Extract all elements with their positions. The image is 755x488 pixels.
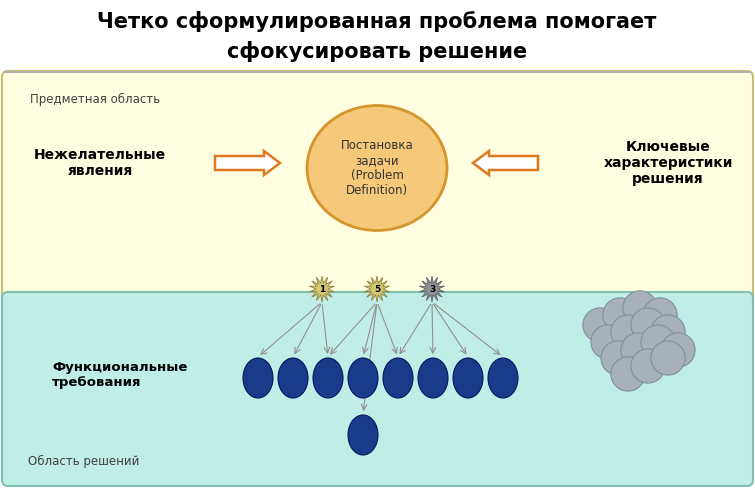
Text: Предметная область: Предметная область <box>30 93 160 106</box>
Ellipse shape <box>418 358 448 398</box>
Ellipse shape <box>651 315 685 349</box>
Ellipse shape <box>611 357 645 391</box>
Polygon shape <box>310 276 334 302</box>
Text: Область решений: Область решений <box>28 455 140 468</box>
Polygon shape <box>419 276 445 302</box>
FancyArrow shape <box>215 151 280 175</box>
Ellipse shape <box>601 341 635 375</box>
Ellipse shape <box>623 291 657 325</box>
Ellipse shape <box>383 358 413 398</box>
Ellipse shape <box>661 333 695 367</box>
Text: 1: 1 <box>319 285 325 293</box>
Ellipse shape <box>278 358 308 398</box>
Ellipse shape <box>453 358 483 398</box>
Ellipse shape <box>643 298 677 332</box>
Text: 3: 3 <box>429 285 435 293</box>
Text: Функциональные
требования: Функциональные требования <box>52 361 187 389</box>
Ellipse shape <box>641 325 675 359</box>
Polygon shape <box>365 276 390 302</box>
Ellipse shape <box>631 308 665 342</box>
Text: Постановка
задачи
(Problem
Definition): Постановка задачи (Problem Definition) <box>341 139 414 197</box>
FancyBboxPatch shape <box>2 292 753 486</box>
Text: сфокусировать решение: сфокусировать решение <box>226 41 527 62</box>
Text: Ключевые
характеристики
решения: Ключевые характеристики решения <box>603 140 732 186</box>
Ellipse shape <box>583 308 617 342</box>
Ellipse shape <box>348 358 378 398</box>
Ellipse shape <box>488 358 518 398</box>
Text: Четко сформулированная проблема помогает: Четко сформулированная проблема помогает <box>97 12 657 33</box>
Text: 5: 5 <box>374 285 380 293</box>
FancyArrow shape <box>473 151 538 175</box>
Ellipse shape <box>243 358 273 398</box>
Ellipse shape <box>313 358 343 398</box>
Ellipse shape <box>651 341 685 375</box>
FancyBboxPatch shape <box>2 71 753 301</box>
Ellipse shape <box>307 105 447 230</box>
Ellipse shape <box>603 298 637 332</box>
Text: Нежелательные
явления: Нежелательные явления <box>34 148 166 178</box>
Ellipse shape <box>591 325 625 359</box>
Ellipse shape <box>621 333 655 367</box>
Ellipse shape <box>611 315 645 349</box>
Ellipse shape <box>631 349 665 383</box>
Ellipse shape <box>348 415 378 455</box>
